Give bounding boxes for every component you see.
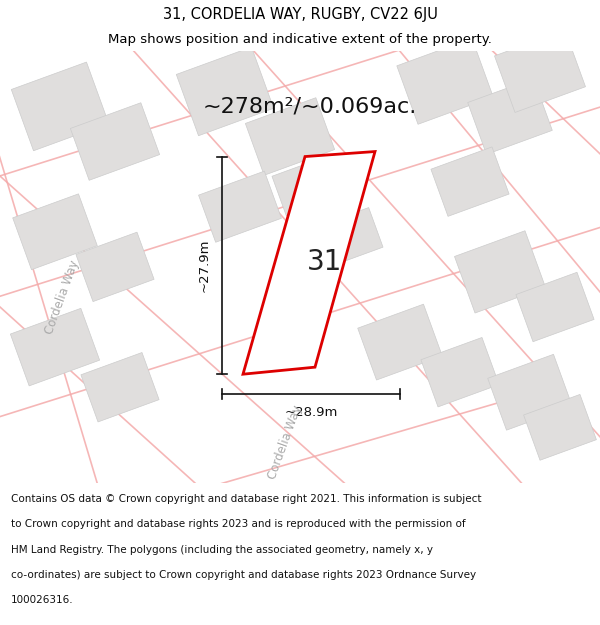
Polygon shape [13,194,97,270]
Polygon shape [11,62,109,151]
Text: HM Land Registry. The polygons (including the associated geometry, namely x, y: HM Land Registry. The polygons (includin… [11,544,433,554]
Polygon shape [317,208,383,266]
Text: 100026316.: 100026316. [11,596,73,606]
Polygon shape [176,47,274,136]
Text: co-ordinates) are subject to Crown copyright and database rights 2023 Ordnance S: co-ordinates) are subject to Crown copyr… [11,570,476,580]
Polygon shape [468,79,552,154]
Polygon shape [431,147,509,216]
Text: Map shows position and indicative extent of the property.: Map shows position and indicative extent… [108,34,492,46]
Text: 31, CORDELIA WAY, RUGBY, CV22 6JU: 31, CORDELIA WAY, RUGBY, CV22 6JU [163,7,437,22]
Text: ~28.9m: ~28.9m [284,406,338,419]
Text: Cordelia Way: Cordelia Way [266,404,304,481]
Polygon shape [76,232,154,302]
Text: ~278m²/~0.069ac.: ~278m²/~0.069ac. [203,96,417,116]
Text: Cordelia Way: Cordelia Way [43,258,82,336]
Text: 31: 31 [307,248,342,276]
Polygon shape [488,354,572,430]
Polygon shape [494,30,586,112]
Polygon shape [245,98,335,175]
Polygon shape [272,158,338,216]
Text: to Crown copyright and database rights 2023 and is reproduced with the permissio: to Crown copyright and database rights 2… [11,519,466,529]
Polygon shape [81,352,159,422]
Text: Contains OS data © Crown copyright and database right 2021. This information is : Contains OS data © Crown copyright and d… [11,494,481,504]
Polygon shape [516,272,594,342]
Polygon shape [455,231,545,313]
Polygon shape [10,308,100,386]
Polygon shape [358,304,442,380]
Polygon shape [421,338,499,407]
Polygon shape [199,171,281,242]
Polygon shape [70,102,160,180]
Polygon shape [243,151,375,374]
Polygon shape [524,394,596,460]
Polygon shape [397,38,493,124]
Text: ~27.9m: ~27.9m [197,239,211,292]
